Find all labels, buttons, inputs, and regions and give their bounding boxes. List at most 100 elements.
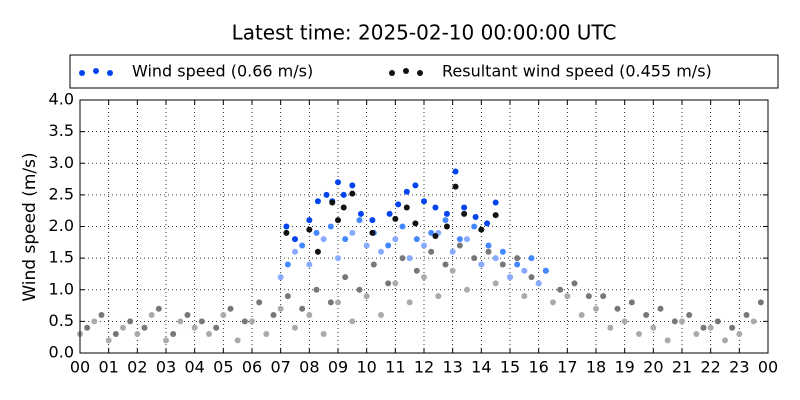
- x-tick-label: 03: [156, 358, 176, 377]
- point: [499, 261, 506, 268]
- chart-title: Latest time: 2025-02-10 00:00:00 UTC: [232, 21, 617, 45]
- point: [177, 318, 184, 325]
- point: [306, 312, 313, 319]
- point: [320, 331, 327, 338]
- point: [614, 305, 621, 312]
- point: [91, 318, 98, 325]
- point: [340, 204, 347, 211]
- point: [170, 331, 177, 338]
- point: [492, 212, 499, 219]
- point: [521, 293, 528, 300]
- x-tick-label: 10: [356, 358, 376, 377]
- point: [284, 293, 291, 300]
- x-tick-label: 02: [127, 358, 147, 377]
- point: [507, 274, 513, 281]
- x-tick-label: 04: [184, 358, 204, 377]
- point: [478, 226, 485, 233]
- x-tick-label: 17: [557, 358, 577, 377]
- point: [700, 324, 707, 331]
- point: [227, 305, 234, 312]
- x-tick-label: 00: [70, 358, 90, 377]
- point: [707, 324, 714, 331]
- y-tick-label: 4.0: [49, 90, 74, 109]
- point: [628, 299, 635, 306]
- x-tick-label: 18: [586, 358, 606, 377]
- point: [403, 188, 410, 195]
- point: [456, 236, 463, 243]
- point: [370, 261, 377, 268]
- point: [313, 229, 320, 236]
- point: [335, 255, 341, 262]
- point: [363, 242, 370, 249]
- point: [443, 223, 450, 230]
- x-tick-label: 05: [213, 358, 233, 377]
- point: [421, 274, 427, 281]
- point: [557, 286, 564, 293]
- point: [671, 318, 678, 325]
- point: [564, 293, 571, 300]
- point: [499, 248, 506, 255]
- point: [191, 324, 198, 331]
- point: [155, 305, 162, 312]
- point: [349, 182, 356, 189]
- point: [395, 201, 402, 208]
- x-tick-label: 07: [270, 358, 290, 377]
- point: [105, 337, 112, 344]
- point: [464, 286, 470, 293]
- point: [461, 204, 468, 211]
- point: [327, 299, 334, 306]
- x-tick-label: 15: [500, 358, 520, 377]
- point: [386, 210, 393, 217]
- point: [356, 217, 363, 224]
- legend-box: [69, 54, 779, 89]
- x-tick-label: 20: [643, 358, 663, 377]
- point: [323, 191, 330, 198]
- point: [385, 280, 392, 287]
- point: [213, 324, 220, 331]
- point: [277, 274, 284, 281]
- point: [292, 236, 298, 243]
- point: [578, 312, 585, 319]
- point: [277, 305, 284, 312]
- point: [452, 183, 459, 190]
- legend-marker: [79, 70, 85, 76]
- x-tick-label: 23: [729, 358, 749, 377]
- point: [392, 236, 399, 243]
- point: [283, 223, 290, 230]
- point: [198, 318, 205, 325]
- point: [472, 214, 479, 221]
- legend-marker: [107, 70, 113, 76]
- point: [456, 242, 463, 249]
- point: [335, 179, 341, 186]
- point: [492, 199, 499, 206]
- point: [299, 305, 306, 312]
- point: [299, 242, 306, 249]
- point: [461, 210, 468, 217]
- point: [403, 204, 410, 211]
- point: [220, 312, 227, 319]
- point: [636, 331, 642, 338]
- point: [485, 242, 492, 249]
- point: [442, 261, 449, 268]
- point: [234, 337, 241, 344]
- point: [743, 312, 750, 319]
- point: [464, 236, 470, 243]
- point: [535, 280, 542, 287]
- point: [686, 312, 693, 319]
- x-tick-label: 11: [385, 358, 405, 377]
- point: [600, 293, 607, 300]
- point: [206, 331, 212, 338]
- point: [585, 293, 592, 300]
- y-tick-label: 1.0: [49, 279, 74, 298]
- point: [320, 236, 327, 243]
- point: [314, 248, 321, 255]
- point: [514, 255, 521, 262]
- point: [335, 299, 341, 306]
- point: [292, 248, 298, 255]
- point: [256, 299, 263, 306]
- point: [406, 299, 413, 306]
- point: [657, 305, 664, 312]
- point: [363, 293, 370, 300]
- x-tick-label: 21: [672, 358, 692, 377]
- point: [349, 190, 356, 197]
